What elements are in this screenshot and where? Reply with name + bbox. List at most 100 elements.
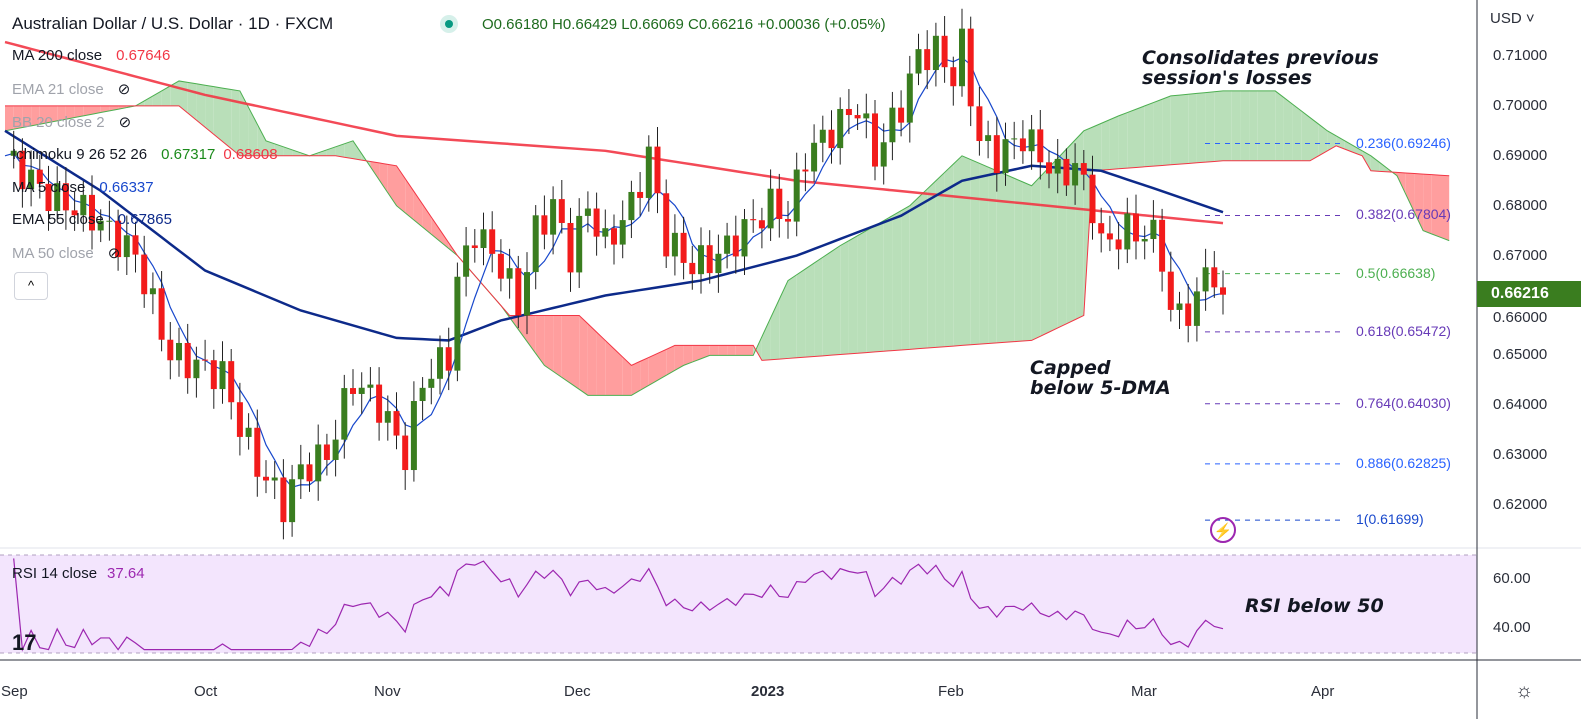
market-status-icon bbox=[440, 15, 458, 33]
cloud-segment bbox=[248, 107, 258, 156]
candle-body bbox=[419, 387, 426, 402]
candle bbox=[637, 172, 644, 216]
candle bbox=[758, 207, 765, 249]
lightning-icon[interactable]: ⚡ bbox=[1210, 517, 1236, 543]
candle-body bbox=[532, 215, 539, 273]
candle-body bbox=[45, 183, 52, 212]
currency-selector[interactable]: USD ˅ bbox=[1490, 10, 1535, 27]
cloud-segment bbox=[1057, 149, 1067, 328]
candle bbox=[767, 169, 774, 241]
rsi-legend[interactable]: RSI 14 close 37.64 bbox=[12, 565, 145, 582]
candle bbox=[915, 33, 922, 86]
legend-ma200[interactable]: MA 200 close 0.67646 bbox=[12, 47, 171, 64]
candle bbox=[785, 200, 791, 239]
fib-level-label: 1(0.61699) bbox=[1356, 511, 1424, 528]
candle bbox=[950, 56, 957, 106]
candle bbox=[306, 452, 313, 492]
settings-sun-icon[interactable]: ☼ bbox=[1515, 680, 1534, 702]
candle bbox=[1028, 114, 1035, 170]
candle-body bbox=[1080, 163, 1087, 175]
cloud-segment bbox=[1170, 95, 1180, 165]
legend-ichimoku[interactable]: Ichimoku 9 26 52 26 0.67317 0.68608 bbox=[12, 146, 278, 163]
candle-body bbox=[184, 342, 191, 379]
cloud-segment bbox=[1136, 105, 1145, 168]
candle bbox=[54, 166, 61, 222]
cloud-segment bbox=[353, 140, 362, 161]
candle bbox=[71, 191, 78, 231]
candle-body bbox=[158, 288, 165, 340]
cloud-segment bbox=[727, 345, 736, 356]
candle-body bbox=[350, 388, 356, 394]
legend-bb20[interactable]: BB 20 close 2 ⊘ bbox=[12, 114, 132, 131]
candle bbox=[384, 395, 391, 441]
tradingview-logo[interactable]: 17 bbox=[12, 630, 37, 655]
cloud-segment bbox=[996, 170, 1006, 343]
hidden-eye-icon[interactable]: ⊘ bbox=[107, 245, 121, 262]
candle-body bbox=[245, 427, 252, 437]
candle bbox=[680, 216, 687, 280]
cloud-segment bbox=[1075, 130, 1084, 320]
cloud-segment bbox=[648, 353, 658, 386]
collapse-legend-button[interactable]: ^ bbox=[14, 272, 48, 300]
candle bbox=[1185, 283, 1192, 343]
candle bbox=[872, 99, 878, 181]
symbol-title[interactable]: Australian Dollar / U.S. Dollar · 1D · F… bbox=[12, 14, 334, 33]
cloud-segment bbox=[553, 315, 562, 378]
time-tick: 2023 bbox=[751, 683, 785, 700]
candle-body bbox=[315, 444, 322, 482]
cloud-segment bbox=[692, 345, 701, 363]
candle-body bbox=[1202, 267, 1209, 292]
candle-body bbox=[149, 288, 156, 295]
legend-ma5[interactable]: MA 5 close 0.66337 bbox=[12, 179, 154, 196]
candle bbox=[576, 198, 583, 288]
candle bbox=[706, 230, 713, 284]
hidden-eye-icon[interactable]: ⊘ bbox=[117, 81, 131, 98]
candle bbox=[437, 335, 443, 395]
candle bbox=[167, 322, 174, 380]
annotation-rsi: RSI below 50 bbox=[1245, 595, 1384, 617]
candle-body bbox=[402, 435, 409, 471]
candle bbox=[898, 90, 905, 137]
cloud-segment bbox=[109, 105, 119, 111]
cloud-segment bbox=[1040, 167, 1049, 337]
candle-body bbox=[515, 268, 522, 316]
candle-body bbox=[976, 106, 983, 142]
cloud-segment bbox=[5, 105, 14, 131]
candle bbox=[280, 459, 287, 540]
legend-ema21[interactable]: EMA 21 close ⊘ bbox=[12, 81, 131, 98]
cloud-segment bbox=[1240, 90, 1250, 161]
cloud-segment bbox=[1109, 115, 1119, 170]
fib-level-label: 0.382(0.67804) bbox=[1356, 206, 1451, 223]
candle bbox=[619, 200, 626, 259]
candle-body bbox=[785, 219, 791, 222]
candle bbox=[62, 167, 69, 230]
candle bbox=[541, 195, 548, 250]
candle bbox=[1133, 194, 1139, 260]
time-tick: Dec bbox=[564, 683, 591, 700]
candles bbox=[10, 8, 1226, 540]
rsi-polyline bbox=[13, 558, 1224, 652]
legend-ma50[interactable]: MA 50 close ⊘ bbox=[12, 245, 121, 262]
candle-body bbox=[271, 477, 278, 481]
cloud-segment bbox=[1223, 90, 1232, 161]
candle-body bbox=[384, 411, 391, 423]
candle-body bbox=[863, 113, 870, 119]
cloud-segment bbox=[92, 105, 101, 115]
candle bbox=[184, 323, 191, 394]
price-tick: 0.69000 bbox=[1493, 146, 1548, 164]
cloud-segment bbox=[605, 340, 614, 396]
cloud-segment bbox=[1014, 178, 1023, 342]
legend-ema55[interactable]: EMA 55 close 0.67865 bbox=[12, 211, 172, 228]
candle-body bbox=[445, 347, 452, 371]
cloud-segment bbox=[413, 191, 423, 228]
candle bbox=[428, 358, 435, 405]
cloud-segment bbox=[161, 85, 171, 106]
cloud-segment bbox=[1327, 130, 1337, 151]
hidden-eye-icon[interactable]: ⊘ bbox=[118, 114, 132, 131]
candle-body bbox=[567, 222, 574, 273]
cloud-segment bbox=[596, 332, 606, 396]
cloud-segment bbox=[396, 165, 406, 213]
candle bbox=[358, 372, 365, 414]
